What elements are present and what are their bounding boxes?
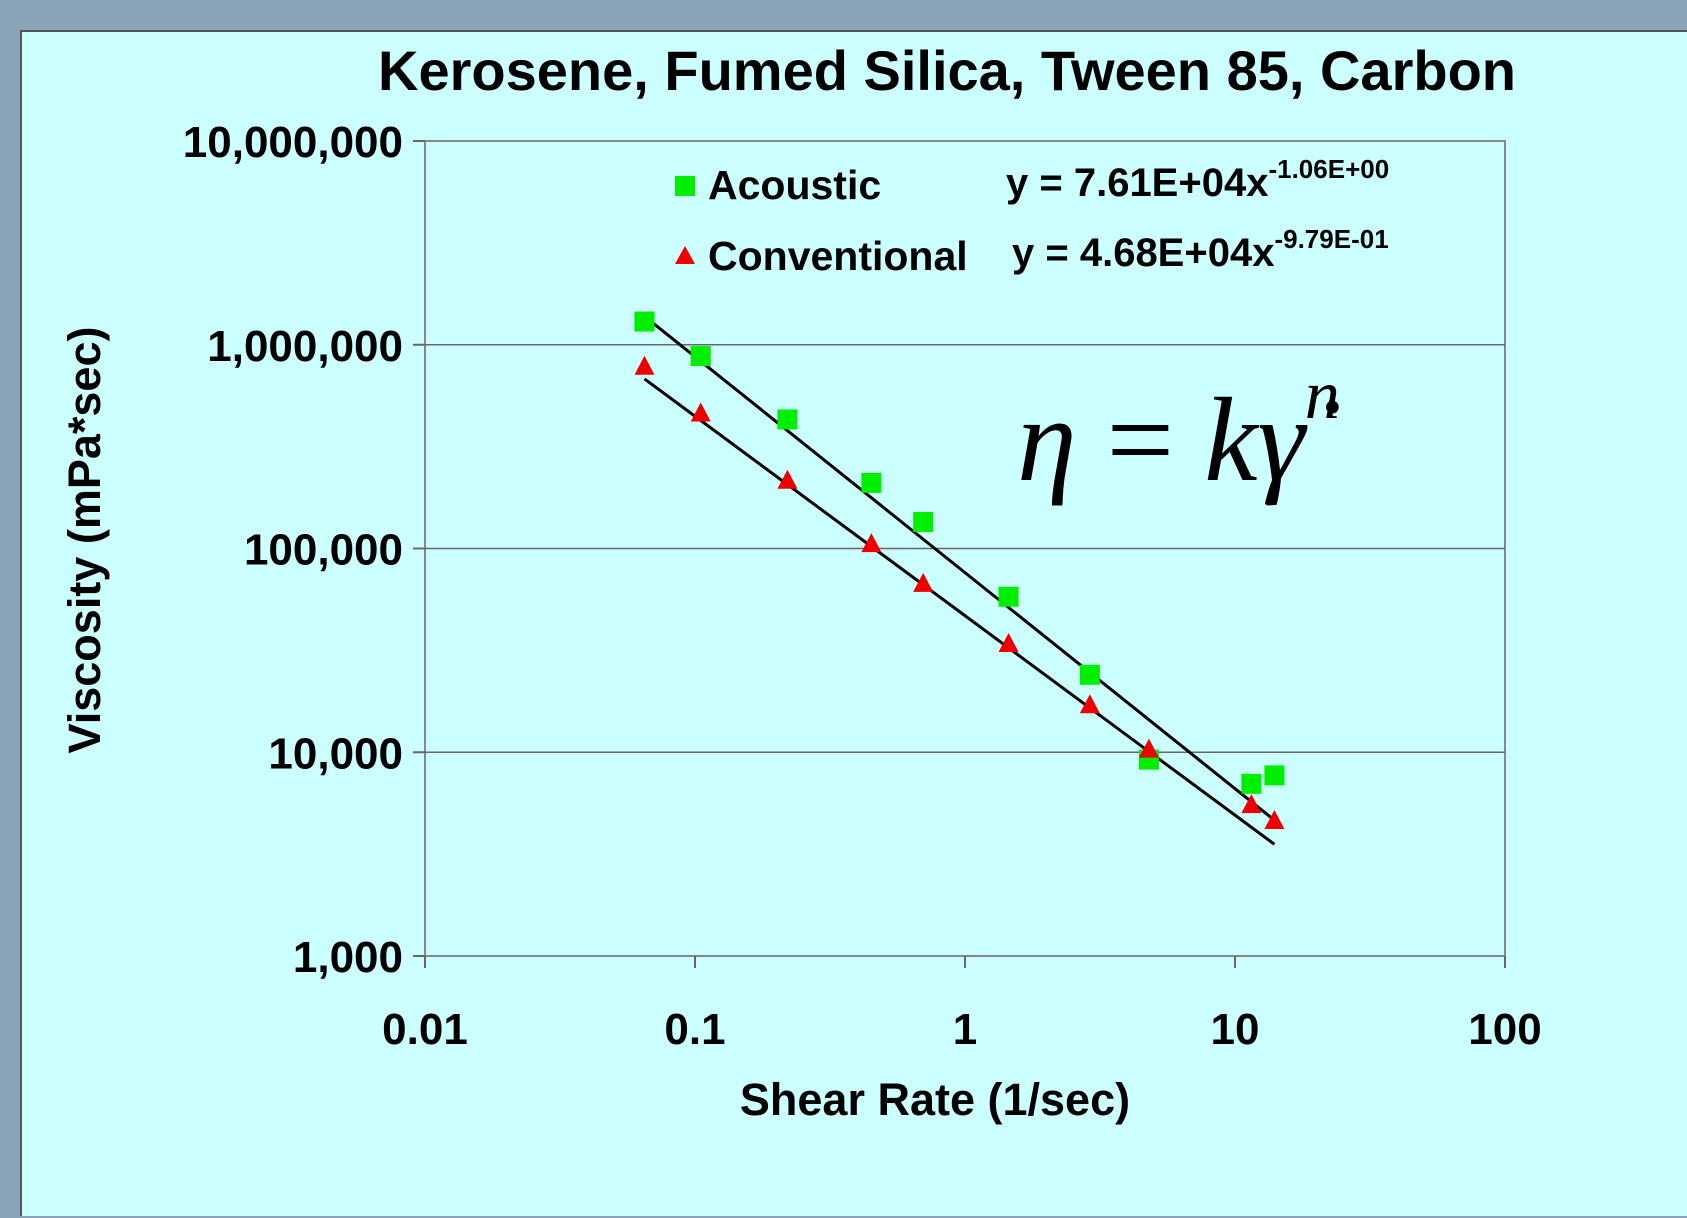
- fit-layer: [643, 315, 1276, 846]
- fit-line-conventional: [643, 377, 1276, 846]
- data-point-conventional: [1138, 738, 1159, 758]
- conventional-fit-equation: y = 4.68E+04x-9.79E-01: [1012, 224, 1389, 275]
- legend-conventional-label: Conventional: [708, 233, 968, 279]
- acoustic-eq-exponent: -1.06E+00: [1268, 154, 1389, 184]
- data-point-conventional: [998, 632, 1019, 652]
- legend-acoustic-marker: [675, 176, 695, 196]
- legend-acoustic-label: Acoustic: [708, 162, 881, 208]
- y-tick-label: 1,000: [293, 933, 403, 982]
- x-tick-label: 10: [1211, 1005, 1260, 1054]
- x-tick-label: 0.1: [664, 1005, 725, 1054]
- data-point-acoustic: [690, 346, 711, 367]
- y-tick-label: 100,000: [244, 526, 403, 575]
- legend-conventional-marker: [675, 246, 695, 264]
- equations: y = 7.61E+04x-1.06E+00 y = 4.68E+04x-9.7…: [1006, 154, 1389, 275]
- x-axis-label: Shear Rate (1/sec): [740, 1074, 1130, 1125]
- data-point-acoustic: [913, 511, 934, 532]
- data-point-conventional: [1264, 809, 1285, 829]
- data-point-conventional: [1079, 694, 1100, 714]
- y-tick-label: 10,000,000: [183, 118, 403, 167]
- acoustic-fit-equation: y = 7.61E+04x-1.06E+00: [1006, 154, 1389, 205]
- x-tick-label: 100: [1468, 1005, 1541, 1054]
- formula-equals: =: [1107, 373, 1175, 506]
- data-point-conventional: [913, 572, 934, 592]
- data-point-conventional: [861, 533, 882, 553]
- x-tick-label: 0.01: [382, 1005, 468, 1054]
- data-point-acoustic: [1264, 765, 1285, 786]
- data-point-acoustic: [998, 586, 1019, 607]
- chart-svg: Kerosene, Fumed Silica, Tween 85, Carbon…: [59, 39, 1542, 1125]
- conventional-eq-exponent: -9.79E-01: [1274, 224, 1388, 254]
- formula-lhs: η: [1017, 373, 1077, 506]
- legend: Acoustic Conventional: [675, 162, 968, 279]
- y-tick-label: 10,000: [268, 729, 403, 778]
- chart-frame: Kerosene, Fumed Silica, Tween 85, Carbon…: [20, 30, 1687, 1216]
- data-point-acoustic: [634, 311, 655, 332]
- data-point-acoustic: [1241, 773, 1262, 794]
- data-point-conventional: [777, 469, 798, 489]
- y-tick-label: 1,000,000: [207, 322, 403, 371]
- marker-layer: [634, 311, 1285, 829]
- grid-layer: [425, 344, 1505, 753]
- data-point-acoustic: [777, 409, 798, 430]
- y-axis-label: Viscosity (mPa*sec): [59, 327, 110, 754]
- data-point-conventional: [1241, 794, 1262, 814]
- formula-exponent: n: [1305, 357, 1340, 434]
- data-point-acoustic: [861, 472, 882, 493]
- data-point-conventional: [634, 355, 655, 375]
- power-law-formula: η = kγ̇n: [1017, 357, 1340, 506]
- chart-title: Kerosene, Fumed Silica, Tween 85, Carbon: [378, 39, 1516, 102]
- fit-line-acoustic: [643, 315, 1276, 822]
- data-point-conventional: [690, 402, 711, 422]
- axis-layer: 1,000 10,000 100,000 1,000,000 10,000,000 0.0…: [183, 118, 1542, 1054]
- data-point-acoustic: [1079, 664, 1100, 685]
- conventional-eq-base: y = 4.68E+04x: [1012, 231, 1274, 275]
- x-tick-label: 1: [953, 1005, 977, 1054]
- acoustic-eq-base: y = 7.61E+04x: [1006, 161, 1268, 205]
